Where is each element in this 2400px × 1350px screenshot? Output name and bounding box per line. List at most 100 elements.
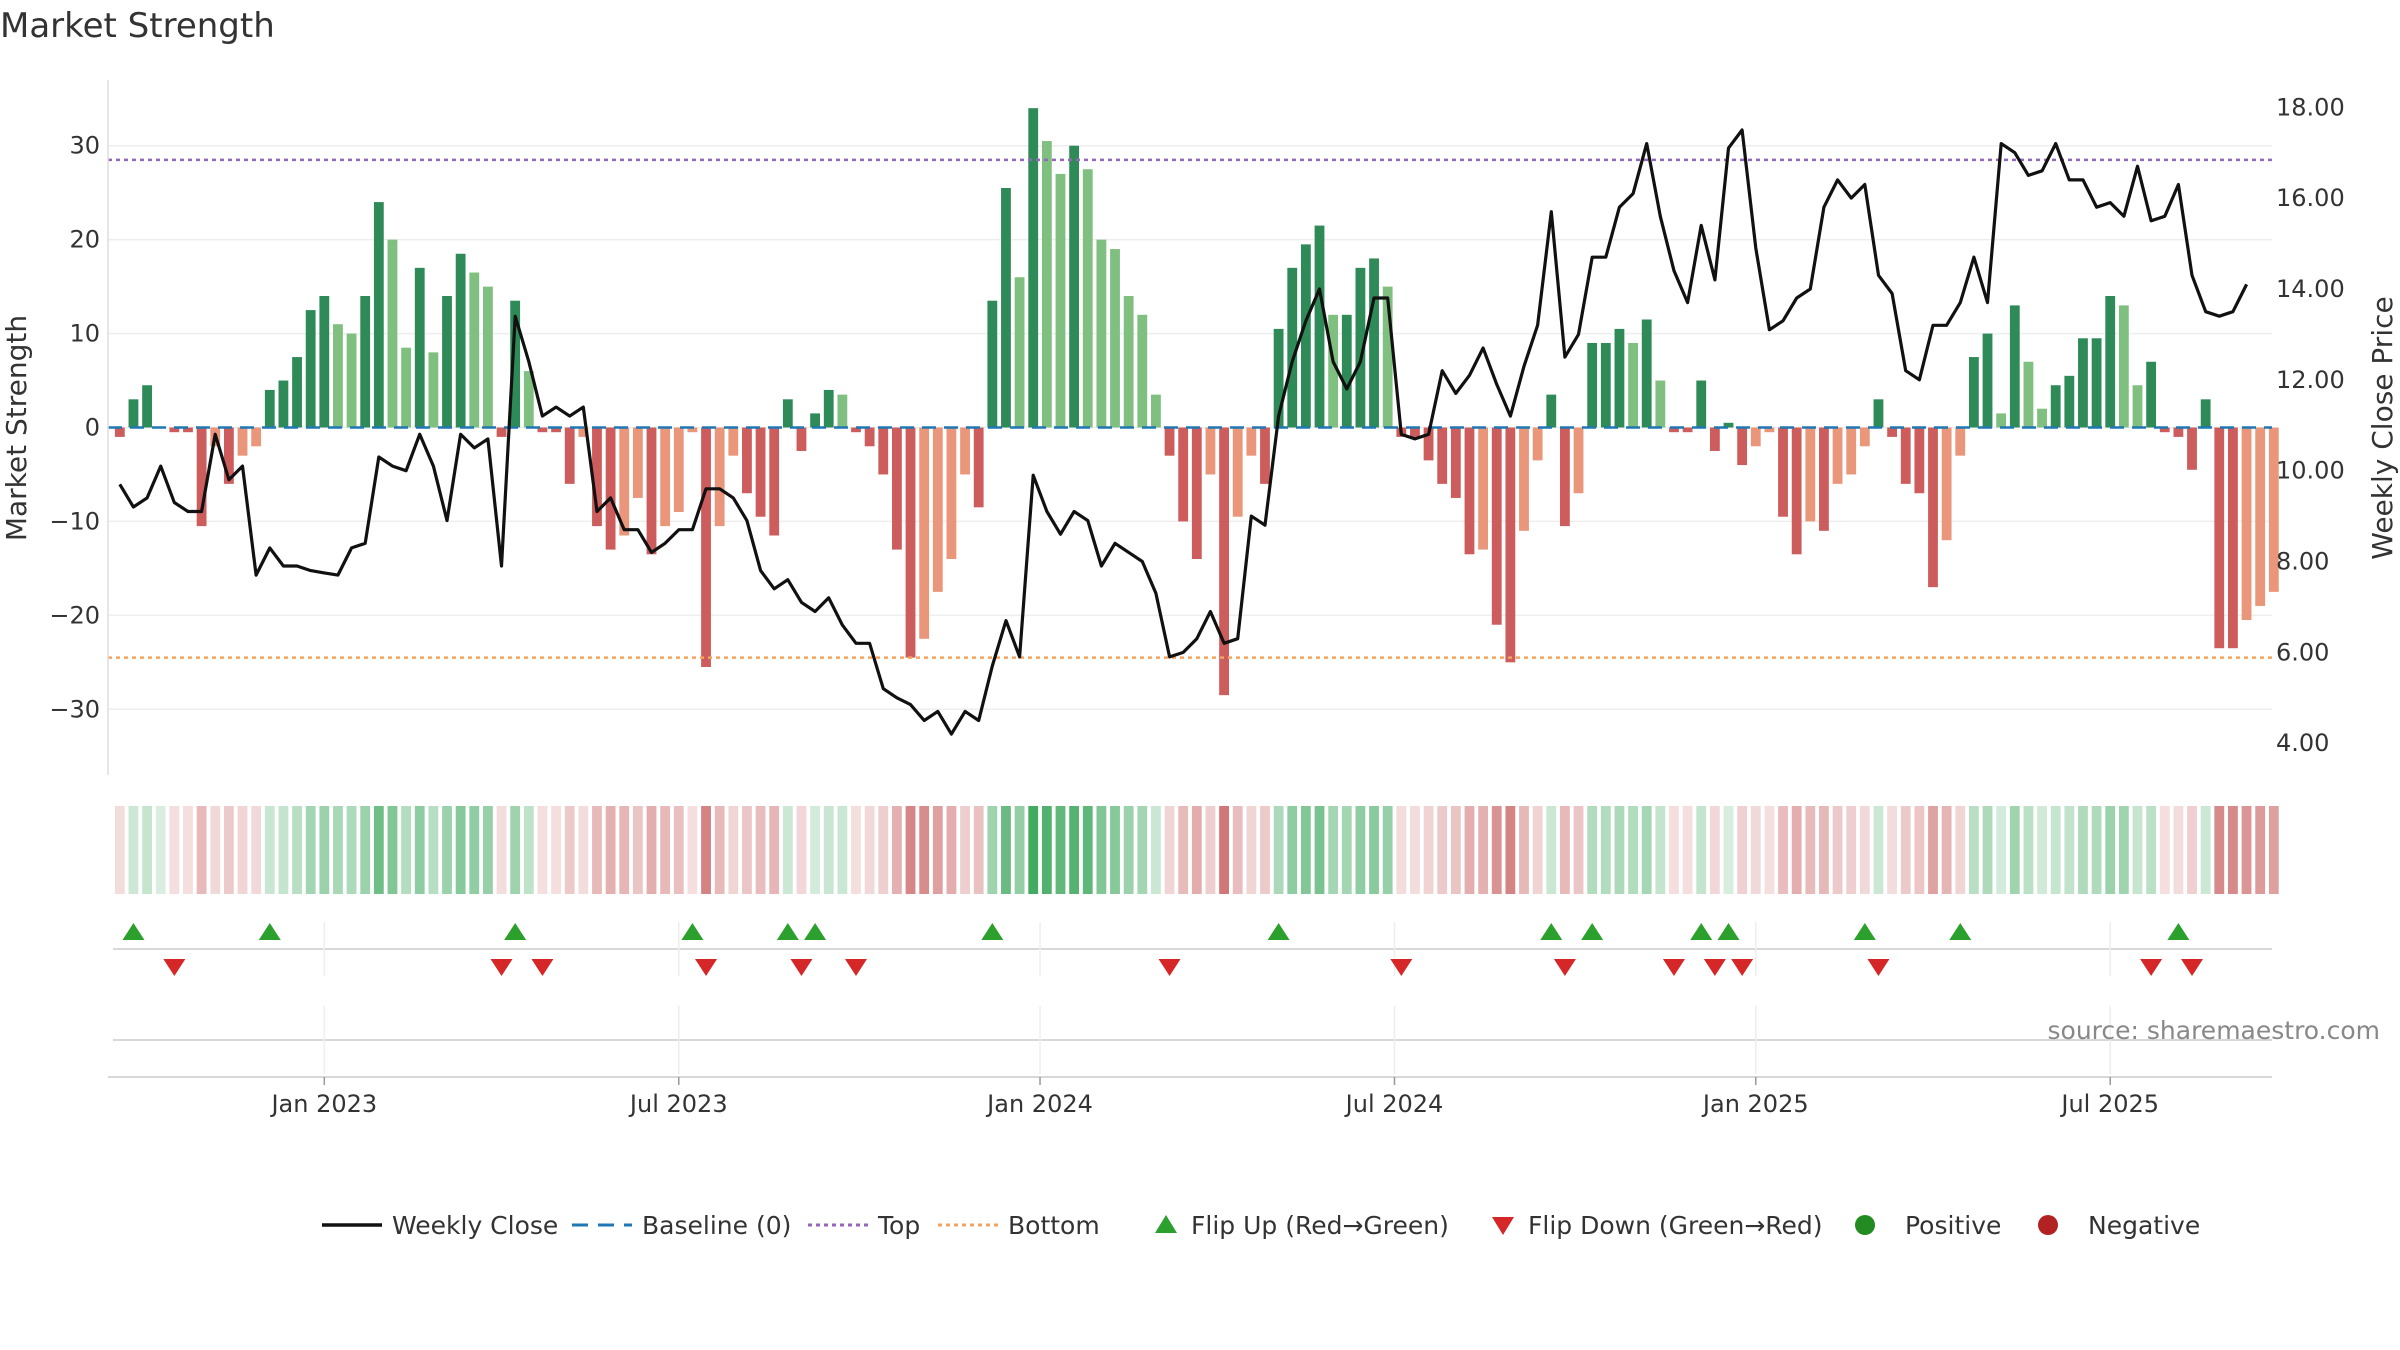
heat-cell: [1532, 806, 1543, 894]
heat-cell: [1941, 806, 1952, 894]
y-tick-label: 10: [69, 320, 100, 348]
heat-cell: [1887, 806, 1898, 894]
heat-cell: [619, 806, 630, 894]
heat-cell: [169, 806, 180, 894]
strength-bar: [2037, 408, 2047, 428]
heat-cell: [251, 806, 262, 894]
strength-bar: [1600, 342, 1611, 428]
heat-cell: [1600, 806, 1611, 894]
heat-cell: [701, 806, 711, 894]
weekly-close-series: [118, 128, 2249, 736]
strength-bar: [660, 427, 671, 527]
heat-cell: [1123, 806, 1134, 894]
flip-up-marker: [1581, 923, 1604, 940]
strength-bar: [1260, 427, 1270, 484]
heat-cell: [210, 806, 221, 894]
flip-up-marker: [122, 923, 145, 940]
heat-cell: [387, 806, 398, 894]
heat-cell: [1069, 806, 1080, 894]
flip-markers-panel: [113, 922, 2272, 976]
heat-cell: [114, 806, 125, 894]
heat-cell: [2050, 806, 2061, 894]
y-axis-left: 30 20 10 0 −10 −20 −30: [49, 80, 109, 775]
triangle-up-icon: [1155, 1215, 1177, 1233]
heat-cell: [373, 806, 384, 894]
heat-cell: [1573, 806, 1584, 894]
heat-cell: [1519, 806, 1529, 894]
strength-bar: [237, 427, 248, 456]
heat-cell: [2078, 806, 2088, 894]
flip-up-marker: [504, 923, 527, 940]
strength-bar: [1464, 427, 1475, 555]
heat-cell: [1791, 806, 1802, 894]
heat-cell: [823, 806, 834, 894]
strength-bar: [605, 427, 616, 550]
heat-cell: [1709, 806, 1720, 894]
strength-bar: [1587, 342, 1598, 428]
strength-bar: [782, 399, 793, 428]
strength-bar: [496, 427, 507, 437]
heat-cell: [1505, 806, 1516, 894]
heat-cell: [1873, 806, 1884, 894]
heat-cell: [632, 806, 643, 894]
heat-cell: [1696, 806, 1707, 894]
heat-cell: [1314, 806, 1325, 894]
strength-bar: [1778, 427, 1788, 517]
heat-cell: [442, 806, 452, 894]
flip-up-marker: [681, 923, 704, 940]
legend-label: Flip Down (Green→Red): [1528, 1211, 1823, 1240]
heat-cell: [1219, 806, 1229, 894]
heat-cell: [455, 806, 466, 894]
strength-bar: [319, 296, 330, 428]
strength-bar: [523, 371, 534, 428]
strength-bar: [864, 427, 875, 447]
heat-cell: [810, 806, 821, 894]
strength-bar: [973, 427, 984, 508]
x-tick-label: Jul 2023: [628, 1090, 728, 1118]
flip-down-marker: [1158, 959, 1181, 976]
heat-cell: [1928, 806, 1938, 894]
strength-bar: [932, 427, 943, 592]
strength-bar: [755, 427, 766, 517]
strength-bar: [946, 427, 957, 559]
strength-bar: [537, 427, 548, 433]
strength-bar: [1246, 427, 1257, 456]
y-tick-label: 0: [85, 414, 100, 442]
strength-bar: [1655, 380, 1666, 428]
flip-up-marker: [1540, 923, 1563, 940]
heat-cell: [2173, 806, 2184, 894]
strength-bars: [114, 108, 2279, 696]
heat-cell: [264, 806, 275, 894]
strength-bar: [2118, 305, 2129, 428]
heat-cell: [1041, 806, 1052, 894]
heat-cell: [523, 806, 534, 894]
reference-lines: [108, 158, 2272, 659]
strength-bar: [1041, 141, 1052, 428]
flip-up-marker: [981, 923, 1004, 940]
y2-tick-label: 14.00: [2276, 275, 2345, 303]
strength-bar: [2268, 427, 2279, 592]
strength-bar: [1982, 333, 1993, 428]
strength-bar: [1205, 427, 1216, 475]
heat-cell: [237, 806, 248, 894]
heat-cell: [1682, 806, 1693, 894]
heat-cell: [1464, 806, 1475, 894]
legend-item-top: Top: [808, 1211, 920, 1240]
strength-bar: [823, 389, 834, 428]
strength-bar: [2214, 427, 2225, 649]
flip-down-marker: [1390, 959, 1413, 976]
strength-bar: [2132, 385, 2143, 428]
strength-bar: [796, 427, 807, 451]
heat-cell: [796, 806, 807, 894]
flip-up-marker: [258, 923, 281, 940]
heat-cell: [1778, 806, 1788, 894]
heat-cell: [605, 806, 616, 894]
strength-bar: [742, 427, 752, 494]
strength-bar: [1341, 314, 1352, 428]
flip-up-marker: [776, 923, 799, 940]
heat-cell: [401, 806, 412, 894]
flip-up-marker: [1267, 923, 1290, 940]
heat-cell: [1423, 806, 1434, 894]
heat-cell: [1001, 806, 1011, 894]
heat-cell: [1246, 806, 1257, 894]
